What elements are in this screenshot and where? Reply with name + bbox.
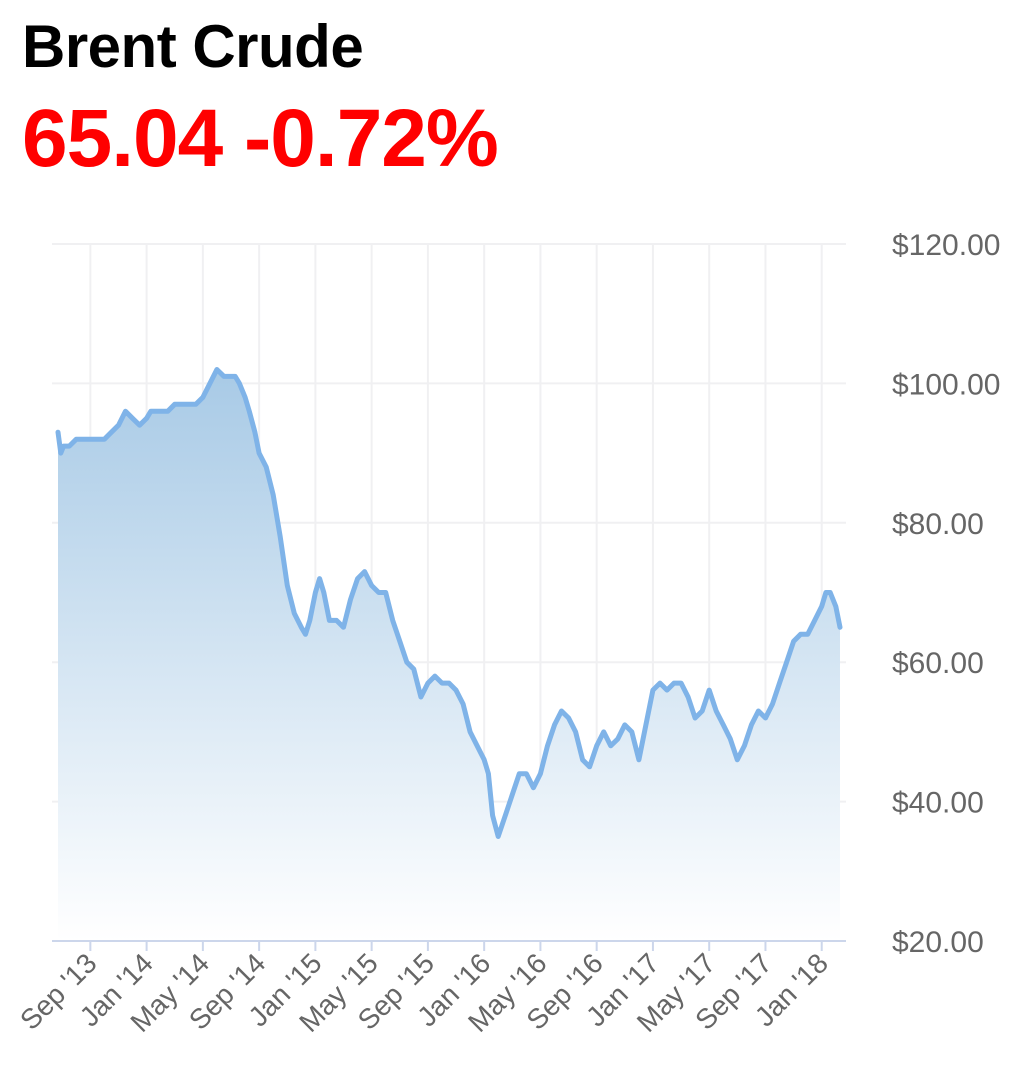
- price-value: 65.04: [22, 93, 223, 184]
- price-change: -0.72%: [244, 93, 499, 184]
- page-title: Brent Crude: [22, 13, 364, 80]
- price-line[interactable]: [55, 367, 843, 839]
- y-tick-label: $120.00: [892, 229, 1000, 262]
- y-tick-label: $100.00: [892, 368, 1000, 401]
- y-tick-label: $80.00: [892, 508, 984, 541]
- y-axis-labels: $120.00 $100.00 $80.00 $60.00 $40.00 $20.00: [892, 229, 1000, 959]
- x-axis-ticks: [89, 941, 823, 951]
- price-area: [58, 369, 840, 941]
- y-tick-label: $20.00: [892, 926, 984, 959]
- y-tick-label: $40.00: [892, 787, 984, 820]
- y-tick-label: $60.00: [892, 647, 984, 680]
- price-quote: 65.04 -0.72%: [22, 92, 499, 186]
